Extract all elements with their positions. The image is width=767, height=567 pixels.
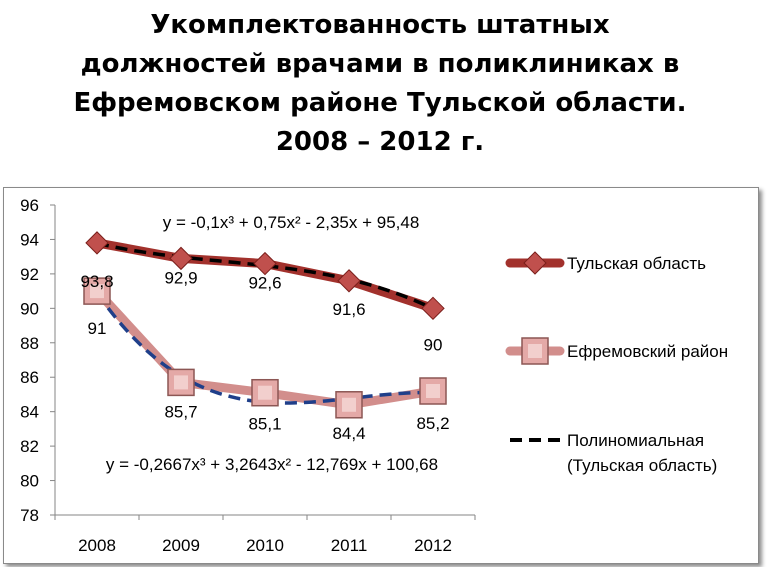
series-2-marker-highlight — [258, 385, 272, 400]
legend-label-2: Ефремовский район — [567, 342, 728, 361]
x-tick-label: 2008 — [78, 536, 116, 555]
series-1-marker — [337, 269, 361, 293]
x-tick-label: 2010 — [246, 536, 284, 555]
chart-data-labels: 93,8 92,9 92,6 91,6 90 91 85,7 85,1 84,4 85,2 y = … — [80, 213, 449, 474]
chart-legend: Тульская область Ефремовский район Полином… — [505, 251, 728, 475]
y-tick-label: 96 — [20, 196, 39, 215]
y-tick-label: 88 — [20, 334, 39, 353]
data-label: 91 — [88, 319, 107, 338]
trendline-1-equation: y = -0,1x³ + 0,75x² - 2,35x + 95,48 — [163, 213, 420, 232]
y-tick-label: 92 — [20, 265, 39, 284]
legend-marker-1 — [523, 251, 547, 275]
series-2-marker-highlight — [174, 375, 188, 390]
data-label: 84,4 — [332, 424, 365, 443]
chart-title-line-3: Ефремовском районе Тульской области. — [73, 88, 687, 118]
x-tick-label: 2011 — [331, 536, 368, 555]
series-1-marker — [421, 296, 445, 321]
legend-label-3-line-2: (Тульская область) — [567, 456, 717, 475]
x-tick-label: 2012 — [414, 536, 452, 555]
y-tick-label: 84 — [20, 403, 39, 422]
series-1-marker — [169, 246, 193, 271]
y-tick-label: 94 — [20, 230, 39, 249]
series-1-marker — [253, 251, 277, 276]
trendline-2-equation: y = -0,2667x³ + 3,2643x² - 12,769x + 100… — [106, 455, 438, 474]
chart-series — [83, 231, 447, 419]
series-2-marker-highlight — [342, 397, 356, 412]
data-label: 85,1 — [248, 415, 281, 434]
y-tick-label: 80 — [20, 472, 39, 491]
data-label: 91,6 — [332, 300, 365, 319]
y-tick-label: 78 — [20, 506, 39, 525]
chart-title: Укомплектованность штатных должностей вр… — [40, 6, 720, 162]
data-label: 92,9 — [164, 268, 197, 287]
legend-label-1: Тульская область — [567, 254, 706, 273]
series-1-marker — [85, 231, 109, 255]
legend-label-3: Полиномиальная — [567, 431, 704, 450]
data-label: 92,6 — [248, 274, 281, 293]
data-label: 93,8 — [80, 272, 113, 291]
y-tick-label: 90 — [20, 299, 39, 318]
series-2-marker — [167, 368, 195, 397]
y-tick-label: 86 — [20, 368, 39, 387]
legend-marker-2-highlight — [528, 344, 542, 358]
data-label: 90 — [424, 335, 443, 354]
trendline-2 — [95, 291, 434, 405]
series-2-marker-highlight — [426, 384, 440, 398]
chart-title-line-4: 2008 – 2012 г. — [275, 127, 485, 157]
series-2-marker-highlight — [90, 284, 104, 299]
chart-title-line-1: Укомплектованность штатных — [150, 10, 610, 40]
x-tick-label: 2009 — [162, 536, 200, 555]
chart-title-line-2: должностей врачами в поликлиниках в — [80, 49, 680, 79]
data-label: 85,2 — [416, 414, 449, 433]
y-tick-label: 82 — [20, 437, 39, 456]
data-label: 85,7 — [164, 402, 197, 421]
chart-axes: 96 94 92 90 88 86 84 82 80 78 2008 2009 2010 2011 2012 — [20, 196, 476, 555]
